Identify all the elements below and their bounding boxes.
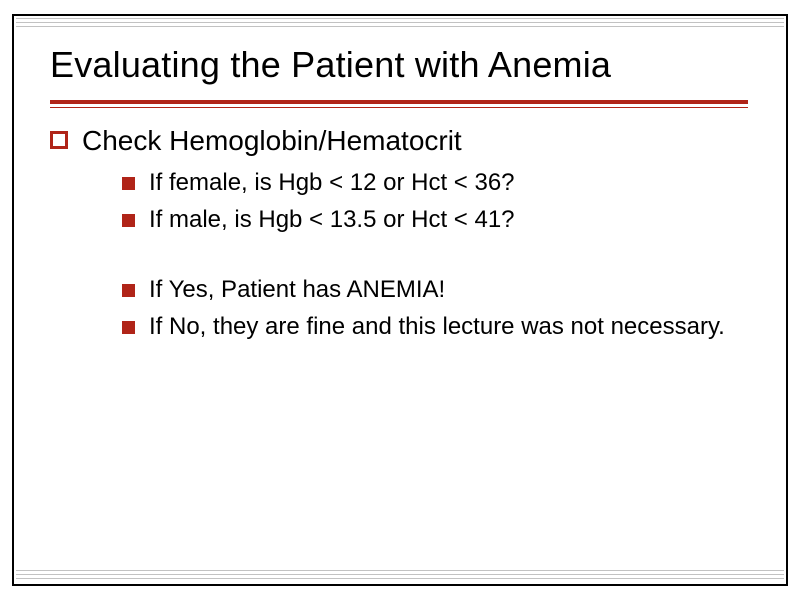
filled-square-icon (122, 321, 135, 334)
bullet-text: If Yes, Patient has ANEMIA! (149, 273, 750, 308)
filled-square-icon (122, 177, 135, 190)
bullet-level2: If Yes, Patient has ANEMIA! (122, 273, 750, 308)
bullet-text: If No, they are fine and this lecture wa… (149, 310, 750, 345)
title-rule-thin (50, 107, 748, 108)
bullet-level2: If male, is Hgb < 13.5 or Hct < 41? (122, 203, 750, 238)
slide-body: Check Hemoglobin/Hematocrit If female, i… (50, 122, 750, 347)
hatch-bottom (16, 570, 784, 582)
title-rule-thick (50, 100, 748, 104)
bullet-text: Check Hemoglobin/Hematocrit (82, 122, 750, 160)
bullet-level2: If No, they are fine and this lecture wa… (122, 310, 750, 345)
slide-title: Evaluating the Patient with Anemia (50, 44, 750, 86)
filled-square-icon (122, 214, 135, 227)
bullet-level2: If female, is Hgb < 12 or Hct < 36? (122, 166, 750, 201)
slide: Evaluating the Patient with Anemia Check… (0, 0, 800, 600)
filled-square-icon (122, 284, 135, 297)
bullet-text: If male, is Hgb < 13.5 or Hct < 41? (149, 203, 750, 238)
blank-line (50, 239, 750, 273)
hollow-square-icon (50, 131, 68, 149)
bullet-text: If female, is Hgb < 12 or Hct < 36? (149, 166, 750, 201)
hatch-top (16, 18, 784, 30)
bullet-level1: Check Hemoglobin/Hematocrit (50, 122, 750, 160)
